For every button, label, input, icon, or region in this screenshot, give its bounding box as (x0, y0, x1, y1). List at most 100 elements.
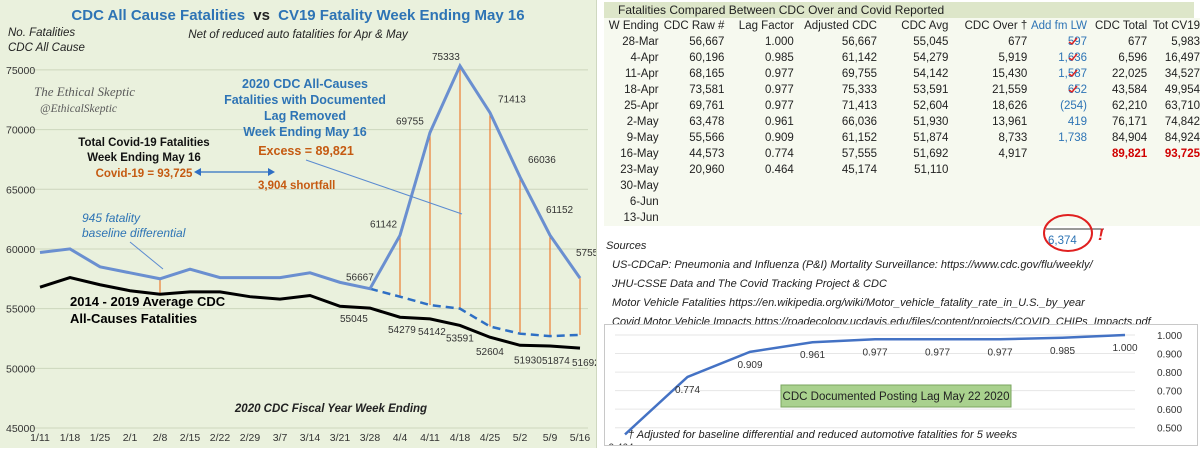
check-icon (1068, 53, 1078, 61)
table-cell: 1,587 (1058, 68, 1088, 80)
lag-grid (615, 334, 1135, 429)
cdc-annotation-line2: Fatalities with Documented (224, 93, 386, 107)
fatalities-line-chart: CDC All Cause Fatalities vs CV19 Fatalit… (6, 7, 596, 444)
table-cell: 55,566 (689, 132, 725, 144)
y-tick-label: 60000 (6, 244, 35, 256)
lag-chart-label: CDC Documented Posting Lag May 22 2020 (783, 391, 1010, 403)
table-cell: 22,025 (1112, 68, 1148, 80)
point-label-lower: 52604 (476, 347, 504, 358)
point-label-upper: 61142 (370, 219, 398, 230)
lag-point-label: 0.977 (925, 347, 950, 358)
table-cell: 75,333 (841, 84, 877, 96)
table-row: 9-May 55,566 0.909 61,152 51,874 8,733 1,738 84… (604, 130, 1200, 146)
table-row: 18-Apr 73,581 0.977 75,333 53,591 21,559 652 43… (604, 82, 1200, 98)
title-vs: vs (253, 7, 270, 24)
table-cell: 677 (1008, 36, 1028, 48)
table-cell: 62,210 (1112, 100, 1148, 112)
point-label-upper: 56667 (346, 273, 374, 284)
table-row: 4-Apr 60,196 0.985 61,142 54,279 5,919 1,636 6,… (604, 50, 1200, 66)
table-cell: 54,142 (913, 68, 949, 80)
table-cell: 56,667 (841, 36, 877, 48)
table-cell: 84,924 (1164, 132, 1200, 144)
table-cell: 6,596 (1118, 52, 1148, 64)
table-cell: 0.977 (765, 84, 794, 96)
table-cell: 57,555 (841, 148, 877, 160)
table-cell: 61,152 (841, 132, 877, 144)
table-row: 13-Jun (604, 210, 1200, 226)
table-row: 16-May 44,573 0.774 57,555 51,692 4,917 89,821… (604, 146, 1200, 162)
x-tick-label: 2/1 (123, 432, 138, 444)
table-cell: 66,036 (841, 116, 877, 128)
header-adjusted-cdc: Adjusted CDC (804, 20, 877, 32)
table-cell: 11-Apr (624, 68, 659, 80)
point-label-upper: 66036 (528, 155, 556, 166)
table-row: 23-May 20,960 0.464 45,174 51,110 (604, 162, 1200, 178)
baseline-text-line1: 945 fatality (82, 211, 141, 225)
table-cell: 0.774 (765, 148, 794, 160)
header-cdc-total: CDC Total (1095, 20, 1148, 32)
table-cell: 6-Jun (629, 196, 659, 208)
header-cdc-avg: CDC Avg (901, 20, 949, 32)
cdc-annotation-line4: Week Ending May 16 (243, 125, 366, 139)
table-cell: 84,904 (1112, 132, 1148, 144)
x-tick-label: 2/22 (210, 432, 231, 444)
lag-y-tick-label: 1.000 (1157, 331, 1182, 342)
table-cell: 44,573 (689, 148, 725, 160)
table-cell: 63,478 (689, 116, 725, 128)
table-cell: 677 (1128, 36, 1148, 48)
x-tick-label: 4/25 (480, 432, 501, 444)
lag-y-tick-label: 0.900 (1157, 350, 1182, 361)
table-cell: 60,196 (689, 52, 725, 64)
table-cell: 1,738 (1058, 132, 1088, 144)
lag-factor-line (624, 333, 1126, 436)
series-net-reduced-auto (369, 287, 581, 338)
baseline-text-line2: baseline differential (82, 226, 186, 240)
table-row: 28-Mar 56,667 1.000 56,667 55,045 677 597 677 5,… (604, 34, 1200, 50)
cdc-annotation-line3: Lag Removed (264, 109, 346, 123)
lag-line-chart: 0.500 0.600 0.700 0.800 0.900 1.000 0.464 0.77… (608, 331, 1182, 450)
table-cell: 9-May (626, 132, 659, 144)
covid-title-line1: Total Covid-19 Fatalities (78, 137, 209, 149)
lag-y-axis: 0.500 0.600 0.700 0.800 0.900 1.000 (1157, 331, 1182, 435)
table-cell: 51,874 (913, 132, 949, 144)
x-tick-label: 5/16 (570, 432, 591, 444)
table-annotations: ! (1043, 37, 1104, 252)
table-title: Fatalities Compared Between CDC Over and… (604, 2, 1194, 18)
series-2020-cdc-all-causes (39, 62, 582, 291)
table-cell: 43,584 (1112, 84, 1148, 96)
table-cell: 5,983 (1171, 36, 1200, 48)
header-add-fm-lw: Add fm LW (1030, 20, 1088, 32)
y-tick-label: 75000 (6, 65, 35, 77)
y-axis: 45000 50000 55000 60000 65000 70000 75000 (6, 65, 35, 435)
table-cell: 89,821 (1112, 148, 1148, 160)
lag-point-label: 1.000 (1112, 343, 1137, 354)
x-tick-label: 5/9 (543, 432, 558, 444)
x-tick-label: 3/28 (360, 432, 381, 444)
table-cell: 63,710 (1164, 100, 1200, 112)
series-2014-2019-average (39, 276, 581, 350)
table-cell: 8,733 (998, 132, 1028, 144)
source-line-1: US-CDCaP: Pneumonia and Influenza (P&I) … (612, 259, 1093, 271)
annotation-pointer (305, 159, 463, 215)
lag-point-label: 0.774 (675, 385, 700, 396)
table-cell: 18-Apr (624, 84, 659, 96)
x-tick-label: 1/11 (30, 432, 50, 444)
shortfall-text: 3,904 shortfall (258, 180, 335, 192)
sources-label: Sources (606, 240, 647, 252)
table-panel: Fatalities Compared Between CDC Over and… (600, 0, 1200, 450)
x-axis: 1/11 1/18 1/25 2/1 2/8 2/15 2/22 2/29 3/7 3/14 3/2… (30, 432, 590, 444)
lag-point-label: 0.977 (862, 347, 887, 358)
table-cell: 45,174 (841, 164, 877, 176)
table-cell: 597 (1067, 36, 1088, 48)
point-label-upper: 69755 (396, 116, 424, 127)
excess-text: Excess = 89,821 (258, 144, 354, 158)
cdc-annotation-line1: 2020 CDC All-Causes (242, 77, 368, 91)
avg-text-line1: 2014 - 2019 Average CDC (70, 294, 226, 309)
table-row: 30-May (604, 178, 1200, 194)
x-tick-label: 1/18 (60, 432, 81, 444)
table-cell: 1.000 (765, 36, 794, 48)
header-tot-cv19: Tot CV19 (1152, 20, 1200, 32)
y-tick-label: 45000 (6, 423, 35, 435)
fatalities-table: W Ending CDC Raw # Lag Factor Adjusted C… (604, 18, 1200, 226)
